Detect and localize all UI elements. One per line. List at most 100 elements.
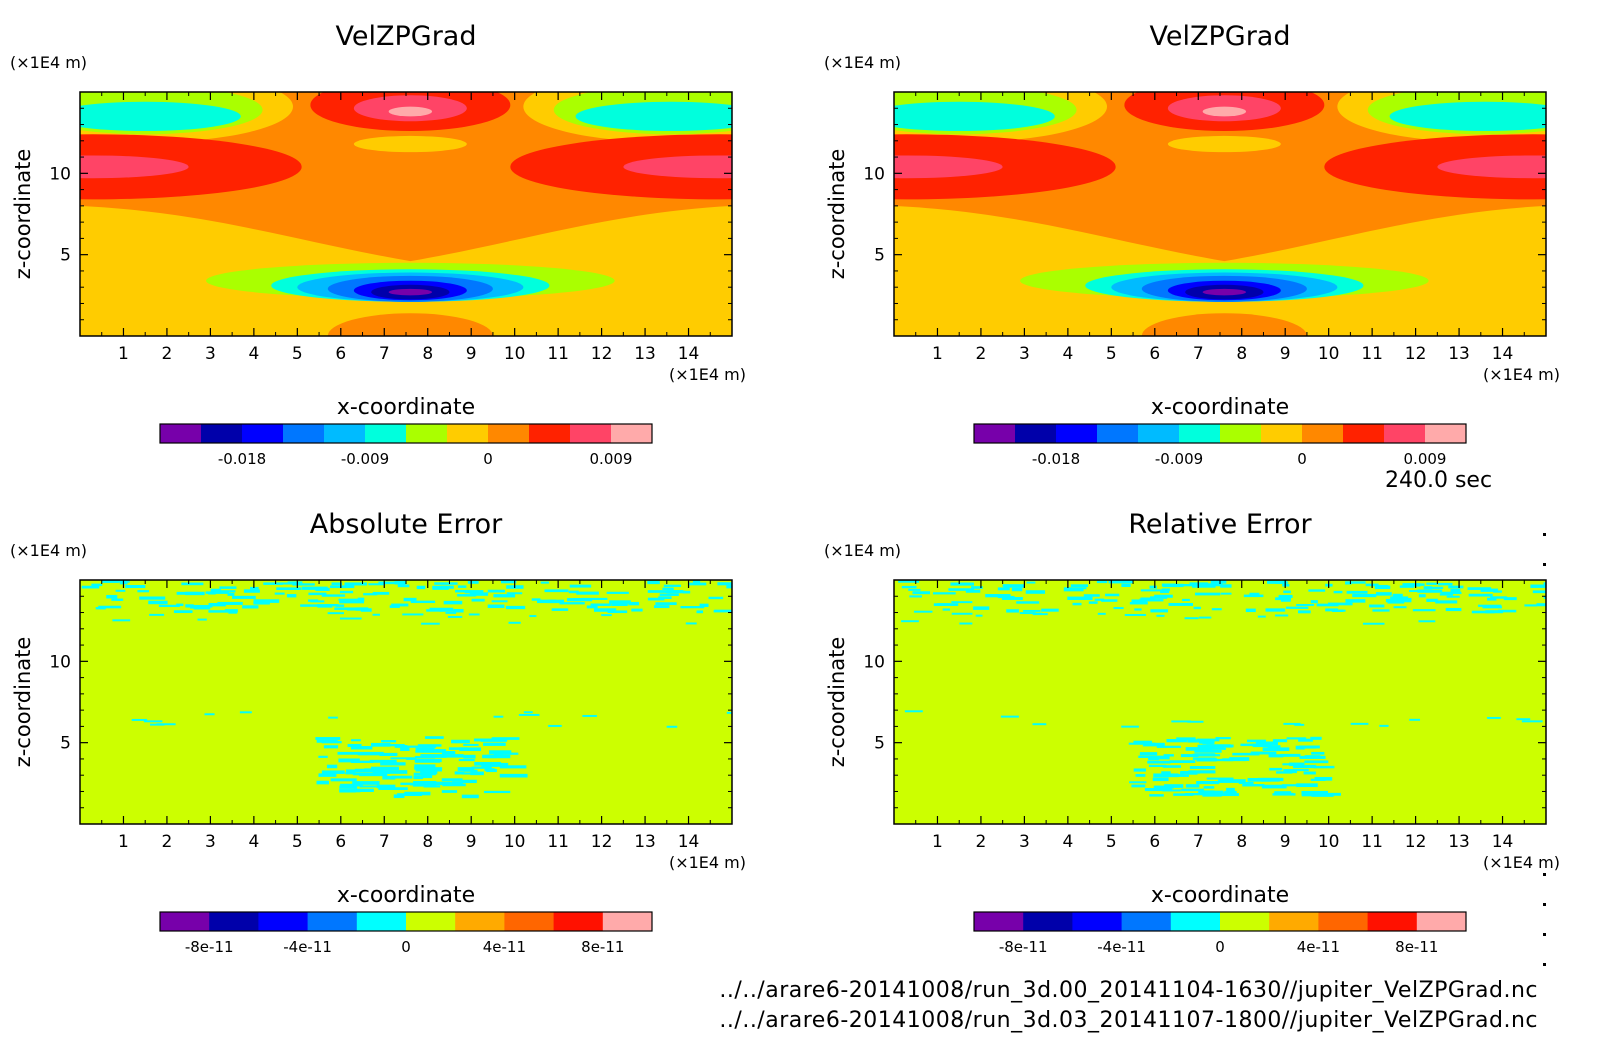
colorbar-swatch <box>283 424 325 443</box>
contour-region <box>658 596 672 599</box>
contour-region <box>696 610 704 614</box>
contour-region <box>457 594 477 597</box>
contour-region <box>692 580 701 583</box>
contour-region <box>470 771 484 776</box>
contour-region <box>1001 596 1023 600</box>
contour-region <box>1283 722 1301 725</box>
contour-region <box>377 744 405 747</box>
contour-region <box>708 596 724 600</box>
x-tick-label: 8 <box>422 832 433 852</box>
contour-region <box>1108 580 1134 584</box>
contour-region <box>292 583 315 586</box>
contour-region <box>1285 606 1309 609</box>
y-tick-label: 5 <box>60 246 71 266</box>
marker-dot <box>1543 563 1546 566</box>
contour-region <box>1389 101 1546 132</box>
colorbar-tick-label: -8e-11 <box>999 938 1048 956</box>
x-tick-label: 4 <box>1062 344 1073 364</box>
contour-region <box>536 599 556 604</box>
contour-region <box>586 605 598 609</box>
colorbar-swatch <box>1179 424 1221 443</box>
contour-region <box>339 617 362 620</box>
contour-region <box>1163 754 1174 757</box>
colorbar-swatch <box>447 424 489 443</box>
contour-region <box>1467 587 1492 590</box>
contour-region <box>337 751 359 755</box>
marker-dot <box>1543 933 1546 936</box>
contour-region <box>1192 757 1216 760</box>
colorbar-swatch <box>1220 424 1262 443</box>
contour-region <box>1376 584 1389 588</box>
contour-region <box>429 607 454 610</box>
contour-region <box>1310 736 1322 740</box>
contour-region <box>647 590 669 593</box>
contour-region <box>1196 738 1220 742</box>
x-tick-label: 10 <box>1318 832 1340 852</box>
contour-region <box>1516 718 1531 721</box>
x-tick-label: 8 <box>1236 344 1247 364</box>
x-unit-label: (×1E4 m) <box>669 853 746 872</box>
contour-region <box>106 594 118 599</box>
contour-region <box>1188 770 1216 774</box>
source-file-2: ../../arare6-20141008/run_3d.03_20141107… <box>719 1008 1538 1033</box>
contour-region <box>454 771 465 775</box>
contour-region <box>1299 755 1326 759</box>
contour-region <box>665 590 686 594</box>
contour-region <box>463 743 479 746</box>
contour-region <box>464 590 484 594</box>
contour-region <box>1379 724 1389 727</box>
contour-region <box>1141 599 1164 602</box>
contour-region <box>1148 764 1167 768</box>
colorbar-swatch <box>1318 912 1369 931</box>
contour-region <box>1173 793 1194 796</box>
contour-region <box>1162 765 1181 768</box>
contour-field <box>80 92 732 336</box>
x-tick-label: 6 <box>1149 344 1160 364</box>
contour-region <box>1176 737 1196 741</box>
contour-region <box>158 604 180 608</box>
contour-region <box>1011 587 1023 592</box>
contour-region <box>334 607 357 610</box>
contour-region <box>1067 596 1093 601</box>
x-tick-label: 13 <box>1448 344 1470 364</box>
colorbar-tick-label: 8e-11 <box>1395 938 1438 956</box>
contour-region <box>447 615 463 618</box>
contour-region <box>484 768 495 772</box>
x-tick-label: 12 <box>1405 832 1427 852</box>
contour-region <box>1139 752 1158 756</box>
contour-region <box>321 770 345 774</box>
contour-region <box>1268 754 1284 758</box>
colorbar-swatch <box>1261 424 1303 443</box>
contour-region <box>699 603 709 608</box>
contour-region <box>1229 757 1250 761</box>
contour-region <box>443 600 463 605</box>
x-tick-label: 9 <box>1280 344 1291 364</box>
contour-region <box>1129 601 1148 605</box>
contour-region <box>344 582 368 586</box>
contour-region <box>489 750 512 755</box>
contour-region <box>1311 794 1334 797</box>
time-label: 240.0 sec <box>1385 468 1493 493</box>
contour-region <box>434 582 458 585</box>
x-axis-label: x-coordinate <box>1151 395 1289 420</box>
y-tick-label: 10 <box>863 164 885 184</box>
contour-region <box>1189 766 1216 769</box>
contour-field <box>894 92 1546 336</box>
contour-region <box>685 622 697 625</box>
contour-region <box>1063 587 1084 592</box>
contour-region <box>91 583 103 587</box>
contour-region <box>339 600 365 604</box>
contour-region <box>370 766 399 771</box>
contour-region <box>1242 784 1265 787</box>
x-tick-label: 5 <box>1106 832 1117 852</box>
contour-region <box>445 754 464 758</box>
colorbar-swatch <box>1056 424 1098 443</box>
contour-region <box>208 610 230 613</box>
x-tick-label: 9 <box>1280 832 1291 852</box>
contour-region <box>98 605 122 609</box>
contour-region <box>575 101 732 132</box>
contour-region <box>1269 767 1283 771</box>
contour-region <box>394 581 406 585</box>
contour-region <box>1140 589 1163 592</box>
